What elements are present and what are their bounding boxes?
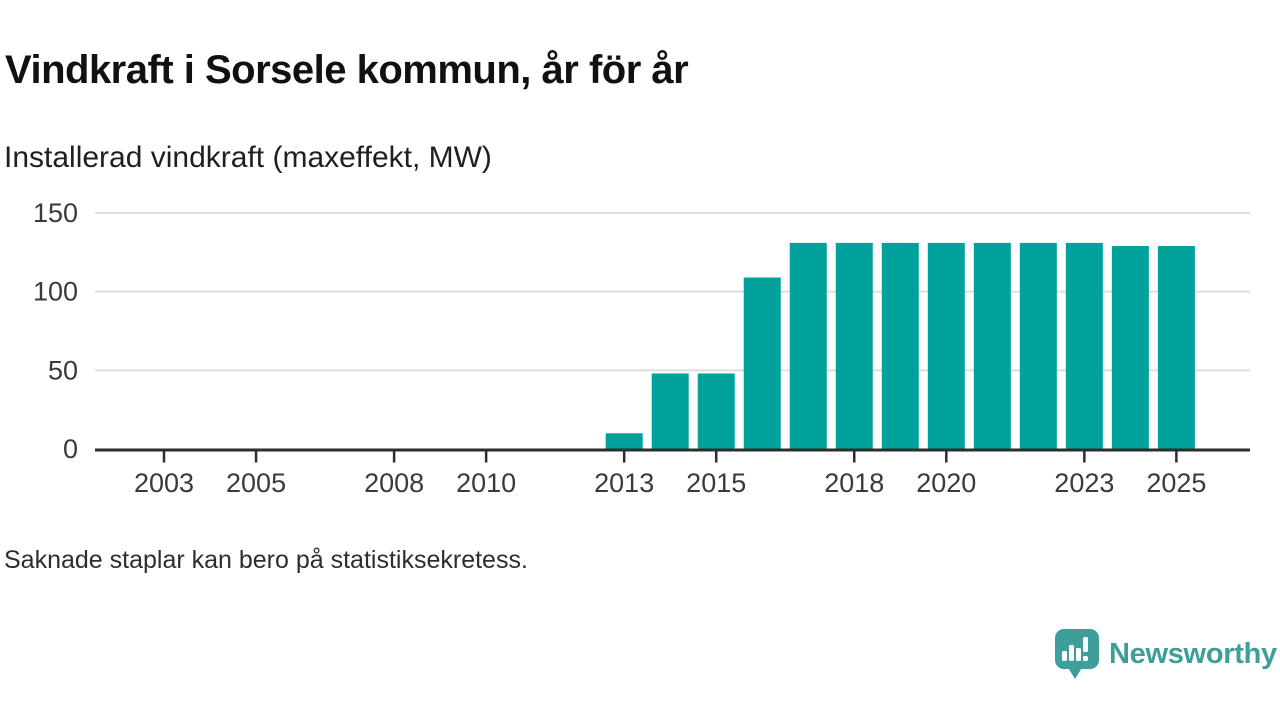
bar <box>973 242 1011 449</box>
y-tick-label: 150 <box>33 198 78 228</box>
bar <box>605 433 643 449</box>
newsworthy-logo-text: Newsworthy <box>1109 637 1277 670</box>
x-tick-label: 2013 <box>594 468 654 498</box>
x-tick-label: 2015 <box>686 468 746 498</box>
x-tick-label: 2008 <box>364 468 424 498</box>
chart-title: Vindkraft i Sorsele kommun, år för år <box>5 48 689 92</box>
bar <box>789 242 827 449</box>
bar <box>651 373 689 449</box>
y-tick-label: 0 <box>63 434 78 464</box>
bar <box>1019 242 1057 449</box>
x-tick-label: 2010 <box>456 468 516 498</box>
bar <box>697 373 735 449</box>
newsworthy-logo-icon <box>1055 629 1099 679</box>
x-tick-label: 2003 <box>134 468 194 498</box>
x-tick-label: 2020 <box>916 468 976 498</box>
x-tick-label: 2018 <box>824 468 884 498</box>
newsworthy-logo: Newsworthy <box>1054 628 1277 680</box>
x-tick-label: 2005 <box>226 468 286 498</box>
footnote: Saknade staplar kan bero på statistiksek… <box>4 546 528 574</box>
y-tick-label: 50 <box>48 355 78 385</box>
bar <box>1157 246 1195 449</box>
bar <box>927 242 965 449</box>
chart-subtitle: Installerad vindkraft (maxeffekt, MW) <box>4 141 492 174</box>
y-tick-label: 100 <box>33 277 78 307</box>
bar <box>1065 242 1103 449</box>
bar <box>743 277 781 449</box>
x-tick-label: 2025 <box>1146 468 1206 498</box>
x-tick-label: 2023 <box>1054 468 1114 498</box>
bar <box>1111 246 1149 449</box>
bar <box>835 242 873 449</box>
bar <box>881 242 919 449</box>
